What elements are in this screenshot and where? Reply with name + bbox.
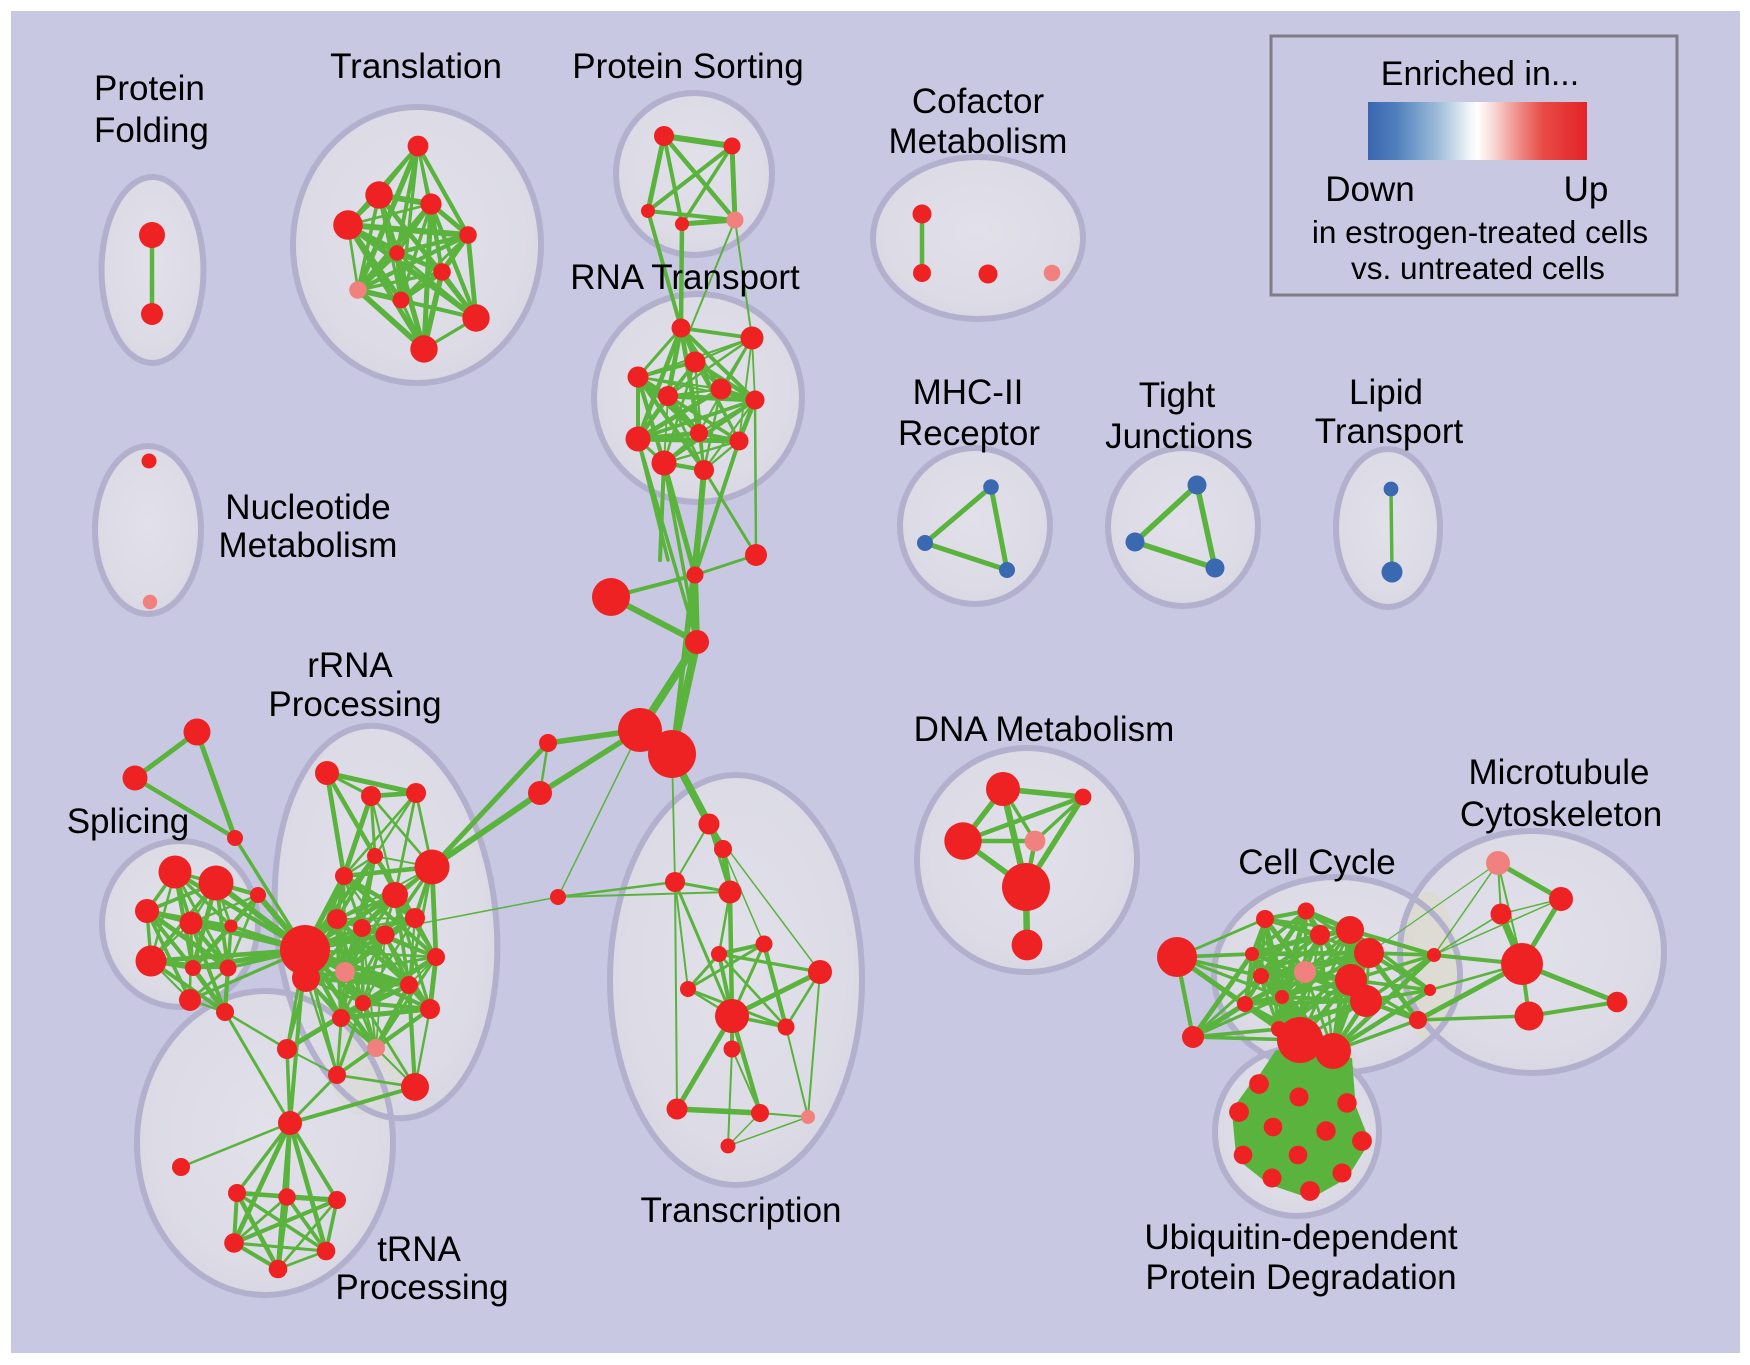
- svg-text:Lipid: Lipid: [1349, 373, 1423, 412]
- svg-text:Junctions: Junctions: [1105, 417, 1253, 456]
- svg-text:Protein Degradation: Protein Degradation: [1145, 1258, 1456, 1297]
- svg-text:Ubiquitin-dependent: Ubiquitin-dependent: [1144, 1218, 1458, 1257]
- svg-text:Cell Cycle: Cell Cycle: [1238, 843, 1396, 882]
- svg-text:Nucleotide: Nucleotide: [225, 488, 390, 527]
- svg-text:Cofactor: Cofactor: [912, 82, 1045, 121]
- svg-text:rRNA: rRNA: [307, 646, 393, 685]
- svg-text:Receptor: Receptor: [898, 414, 1040, 453]
- svg-text:Folding: Folding: [94, 111, 209, 150]
- svg-text:Cytoskeleton: Cytoskeleton: [1460, 795, 1662, 834]
- svg-text:Transcription: Transcription: [641, 1191, 842, 1230]
- svg-text:Microtubule: Microtubule: [1469, 753, 1650, 792]
- svg-text:MHC-II: MHC-II: [913, 373, 1024, 412]
- svg-text:Transport: Transport: [1315, 412, 1464, 451]
- svg-text:Processing: Processing: [335, 1268, 508, 1307]
- svg-text:Down: Down: [1325, 170, 1414, 209]
- svg-text:Enriched in...: Enriched in...: [1381, 55, 1579, 93]
- svg-text:Up: Up: [1564, 170, 1609, 209]
- svg-text:Protein: Protein: [94, 69, 205, 108]
- svg-text:Splicing: Splicing: [67, 802, 190, 841]
- svg-text:Metabolism: Metabolism: [219, 526, 398, 565]
- svg-text:DNA Metabolism: DNA Metabolism: [914, 710, 1175, 749]
- svg-text:tRNA: tRNA: [377, 1230, 461, 1269]
- svg-text:Tight: Tight: [1139, 376, 1216, 415]
- svg-text:vs. untreated cells: vs. untreated cells: [1351, 250, 1605, 286]
- svg-text:Protein Sorting: Protein Sorting: [572, 47, 804, 86]
- svg-text:Translation: Translation: [330, 47, 502, 86]
- svg-text:Metabolism: Metabolism: [889, 122, 1068, 161]
- svg-text:RNA Transport: RNA Transport: [570, 258, 800, 297]
- svg-text:Processing: Processing: [268, 685, 441, 724]
- svg-text:in estrogen-treated cells: in estrogen-treated cells: [1312, 214, 1648, 250]
